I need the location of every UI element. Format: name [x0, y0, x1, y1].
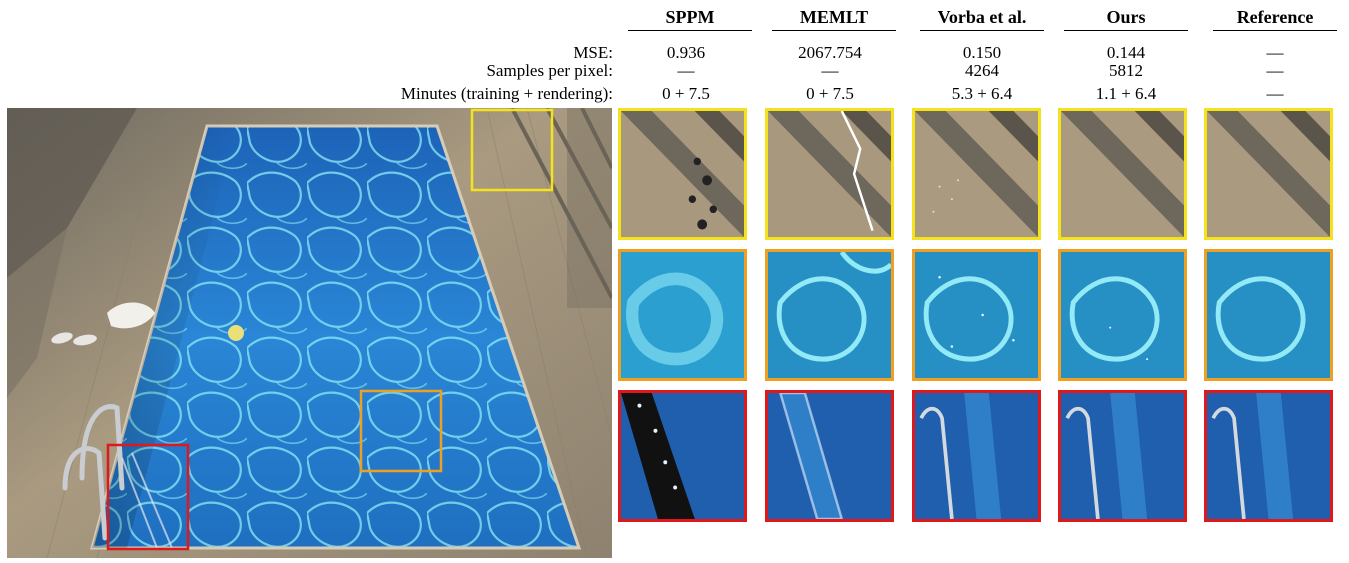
row-label-mse: MSE:: [573, 43, 613, 62]
crop-caustics-sppm: [618, 249, 747, 381]
row-label-minutes: Minutes (training + rendering):: [400, 84, 613, 103]
column-header-sppm: SPPM: [665, 7, 715, 27]
crop-caustics-vorba: [912, 249, 1041, 381]
crop-window-sppm: [618, 108, 747, 240]
column-header-vorba: Vorba et al.: [937, 7, 1027, 27]
minutes-value-ours: 1.1 + 6.4: [1095, 84, 1157, 103]
column-header-ours: Ours: [1106, 7, 1146, 27]
crop-window-memlt: [765, 108, 894, 240]
spp-value-reference: —: [1266, 61, 1284, 80]
minutes-value-sppm: 0 + 7.5: [662, 84, 710, 103]
spp-value-sppm: —: [677, 61, 695, 80]
crop-caustics-reference: [1204, 249, 1333, 381]
crop-caustics-ours: [1058, 249, 1187, 381]
spp-value-vorba: 4264: [965, 61, 999, 80]
minutes-value-memlt: 0 + 7.5: [806, 84, 854, 103]
mse-value-ours: 0.144: [1106, 43, 1146, 62]
mse-value-vorba: 0.150: [962, 43, 1002, 62]
crop-ladder-ours: [1058, 390, 1187, 522]
crop-window-reference: [1204, 108, 1333, 240]
crop-ladder-sppm: [618, 390, 747, 522]
header-rule: [772, 30, 896, 31]
column-header-memlt: MEMLT: [799, 7, 869, 27]
crop-window-ours: [1058, 108, 1187, 240]
header-rule: [628, 30, 752, 31]
header-rule: [920, 30, 1044, 31]
mse-value-sppm: 0.936: [666, 43, 706, 62]
crop-caustics-memlt: [765, 249, 894, 381]
pool-scene-render: [7, 108, 612, 558]
row-label-spp: Samples per pixel:: [486, 61, 613, 80]
mse-value-memlt: 2067.754: [798, 43, 862, 62]
red-region-box: [106, 443, 190, 551]
yellow-region-box: [470, 108, 554, 192]
orange-region-box: [359, 389, 443, 473]
minutes-value-reference: —: [1266, 84, 1284, 103]
minutes-value-vorba: 5.3 + 6.4: [951, 84, 1013, 103]
crop-ladder-reference: [1204, 390, 1333, 522]
crop-ladder-vorba: [912, 390, 1041, 522]
header-rule: [1213, 30, 1337, 31]
spp-value-ours: 5812: [1109, 61, 1143, 80]
spp-value-memlt: —: [821, 61, 839, 80]
mse-value-reference: —: [1266, 43, 1284, 62]
column-header-reference: Reference: [1236, 7, 1314, 27]
crop-ladder-memlt: [765, 390, 894, 522]
crop-window-vorba: [912, 108, 1041, 240]
header-rule: [1064, 30, 1188, 31]
